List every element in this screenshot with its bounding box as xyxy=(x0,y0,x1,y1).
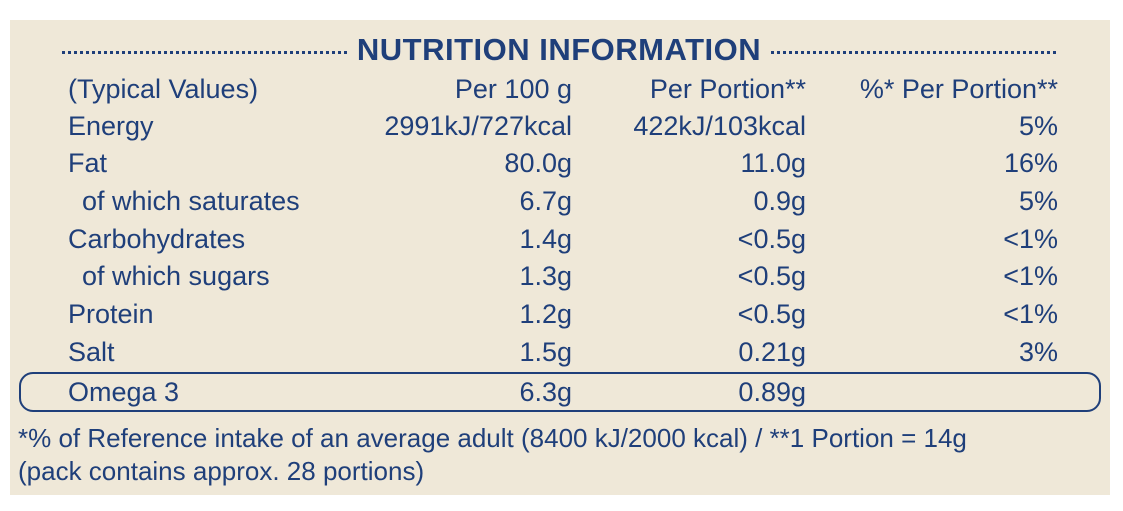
title-row: NUTRITION INFORMATION xyxy=(62,30,1056,70)
row-salt: Salt 1.5g 0.21g 3% xyxy=(68,333,1058,371)
row-pct: <1% xyxy=(1003,224,1058,254)
row-per-100g: 1.5g xyxy=(519,337,572,367)
row-per-100g: 6.3g xyxy=(519,377,572,407)
row-pct: 5% xyxy=(1018,111,1058,141)
header-row: (Typical Values) Per 100 g Per Portion**… xyxy=(68,70,1058,108)
row-pct: 16% xyxy=(1003,148,1058,178)
omega-3-highlight-box xyxy=(19,372,1101,412)
right-dotted-rule xyxy=(771,50,1056,54)
row-label: Salt xyxy=(68,337,115,367)
row-per-100g: 6.7g xyxy=(519,186,572,216)
row-pct: 3% xyxy=(1018,337,1058,367)
row-sugars: of which sugars 1.3g <0.5g <1% xyxy=(68,257,1058,295)
row-per-100g: 1.2g xyxy=(519,299,572,329)
row-pct: <1% xyxy=(1003,261,1058,291)
row-saturates: of which saturates 6.7g 0.9g 5% xyxy=(68,182,1058,220)
row-per-portion: 0.9g xyxy=(753,186,806,216)
row-omega-3: Omega 3 6.3g 0.89g xyxy=(68,373,1058,411)
header-typical-values: (Typical Values) xyxy=(68,74,259,104)
row-per-portion: 422kJ/103kcal xyxy=(633,111,806,141)
header-pct-per-portion: %* Per Portion** xyxy=(859,74,1058,104)
row-label: Energy xyxy=(68,111,154,141)
row-per-portion: 11.0g xyxy=(740,148,806,178)
row-per-portion: <0.5g xyxy=(737,261,806,291)
footnote-reference-intake: *% of Reference intake of an average adu… xyxy=(18,423,967,453)
row-label: Carbohydrates xyxy=(68,224,246,254)
row-per-100g: 1.4g xyxy=(519,224,572,254)
footnote: *% of Reference intake of an average adu… xyxy=(18,422,1098,488)
left-dotted-rule xyxy=(62,50,347,54)
row-label: Omega 3 xyxy=(68,377,180,407)
row-energy: Energy 2991kJ/727kcal 422kJ/103kcal 5% xyxy=(68,107,1058,145)
header-per-100g: Per 100 g xyxy=(454,74,572,104)
row-pct: <1% xyxy=(1003,299,1058,329)
row-label: of which sugars xyxy=(82,261,270,291)
row-label: Protein xyxy=(68,299,154,329)
row-per-100g: 80.0g xyxy=(504,148,572,178)
row-per-100g: 2991kJ/727kcal xyxy=(384,111,572,141)
row-protein: Protein 1.2g <0.5g <1% xyxy=(68,295,1058,333)
row-per-portion: <0.5g xyxy=(737,224,806,254)
row-pct: 5% xyxy=(1018,186,1058,216)
row-per-portion: 0.89g xyxy=(738,377,806,407)
row-per-100g: 1.3g xyxy=(519,261,572,291)
header-per-portion: Per Portion** xyxy=(649,74,806,104)
row-per-portion: <0.5g xyxy=(737,299,806,329)
row-per-portion: 0.21g xyxy=(738,337,806,367)
nutrition-panel: NUTRITION INFORMATION (Typical Values) P… xyxy=(10,20,1110,495)
row-fat: Fat 80.0g 11.0g 16% xyxy=(68,144,1058,182)
footnote-pack-portions: (pack contains approx. 28 portions) xyxy=(18,456,425,486)
row-label: Fat xyxy=(68,148,108,178)
row-label: of which saturates xyxy=(82,186,300,216)
nutrition-title: NUTRITION INFORMATION xyxy=(356,32,762,67)
row-carbohydrates: Carbohydrates 1.4g <0.5g <1% xyxy=(68,220,1058,258)
